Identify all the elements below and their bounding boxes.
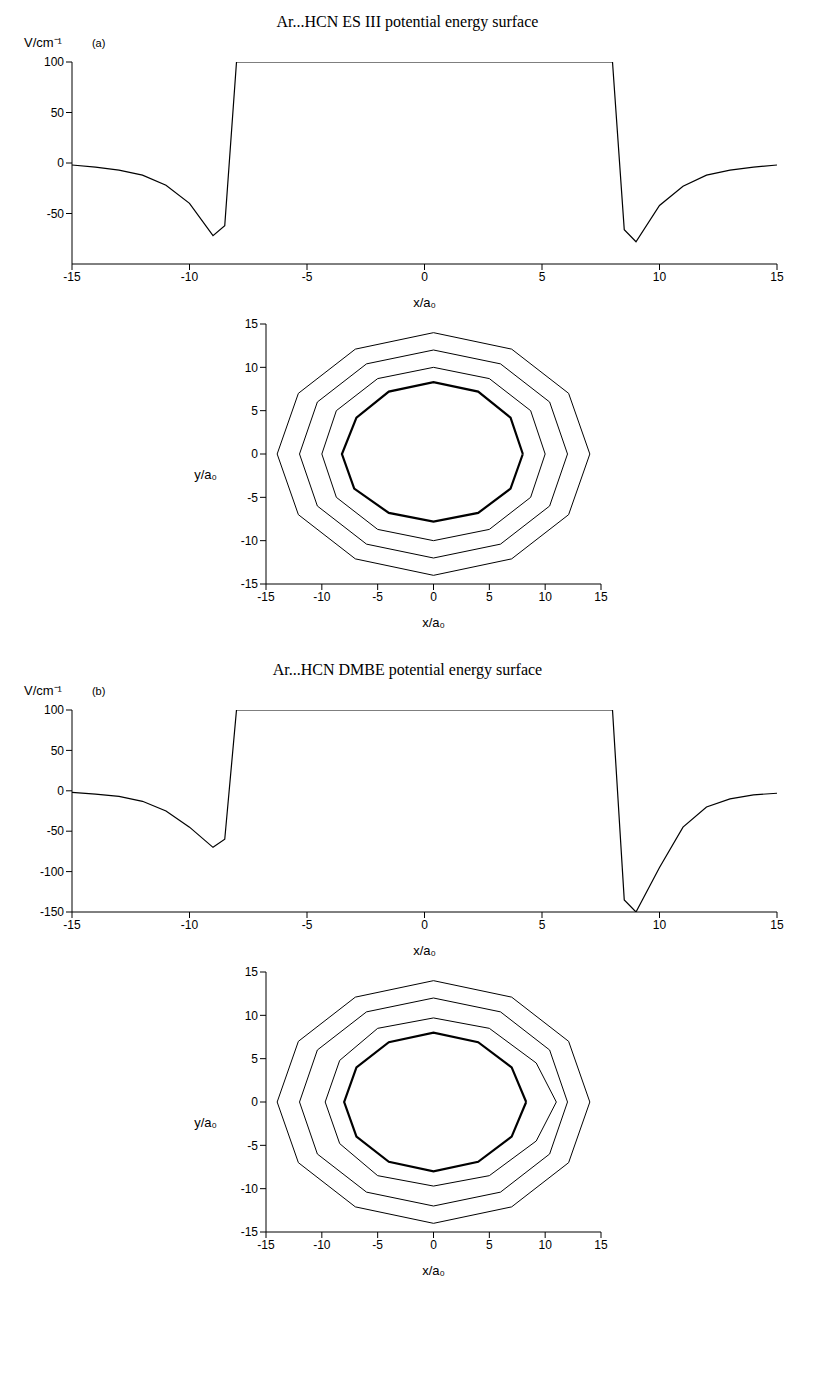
svg-text:50: 50 <box>51 744 65 758</box>
svg-text:15: 15 <box>594 590 608 604</box>
svg-text:-150: -150 <box>40 905 64 919</box>
svg-text:10: 10 <box>538 1238 552 1252</box>
svg-text:-100: -100 <box>40 865 64 879</box>
svg-text:100: 100 <box>44 703 64 717</box>
svg-text:0: 0 <box>430 590 437 604</box>
svg-text:5: 5 <box>539 918 546 932</box>
html-text:Ar...HCN ES III potential ener: Ar...HCN ES III potential energy surface <box>276 13 539 30</box>
svg-text:-50: -50 <box>47 207 65 221</box>
svg-text:15: 15 <box>245 317 259 331</box>
svg-text:-15: -15 <box>63 918 81 932</box>
svg-text:-10: -10 <box>181 270 199 284</box>
svg-text:15: 15 <box>770 270 784 284</box>
svg-text:50: 50 <box>51 106 65 120</box>
svg-text:-15: -15 <box>257 590 275 604</box>
svg-text:0: 0 <box>57 156 64 170</box>
html-text:Ar...HCN DMBE potential energy: Ar...HCN DMBE potential energy surface <box>272 661 543 678</box>
svg-text:10: 10 <box>245 361 259 375</box>
svg-text:10: 10 <box>245 1009 259 1023</box>
svg-text:-5: -5 <box>247 1139 258 1153</box>
svg-text:-10: -10 <box>241 1182 259 1196</box>
svg-text:-15: -15 <box>257 1238 275 1252</box>
svg-text:10: 10 <box>653 270 667 284</box>
svg-text:-5: -5 <box>302 918 313 932</box>
svg-text:0: 0 <box>251 447 258 461</box>
html-text:(a): (a) <box>92 37 106 49</box>
svg-text:10: 10 <box>653 918 667 932</box>
svg-text:-15: -15 <box>63 270 81 284</box>
svg-text:x/a₀: x/a₀ <box>413 295 436 310</box>
svg-text:5: 5 <box>486 590 493 604</box>
svg-text:-5: -5 <box>247 491 258 505</box>
svg-text:-5: -5 <box>302 270 313 284</box>
svg-text:-5: -5 <box>372 1238 383 1252</box>
svg-text:5: 5 <box>486 1238 493 1252</box>
svg-text:x/a₀: x/a₀ <box>413 943 436 958</box>
svg-text:-10: -10 <box>241 534 259 548</box>
html-text:y/a₀: y/a₀ <box>194 466 217 482</box>
svg-text:-50: -50 <box>47 824 65 838</box>
svg-text:5: 5 <box>251 1052 258 1066</box>
svg-text:15: 15 <box>245 965 259 979</box>
svg-text:-15: -15 <box>241 577 259 591</box>
svg-text:-10: -10 <box>313 590 331 604</box>
svg-text:5: 5 <box>539 270 546 284</box>
svg-text:-15: -15 <box>241 1225 259 1239</box>
html-text:V/cm⁻¹: V/cm⁻¹ <box>24 683 62 698</box>
svg-text:-5: -5 <box>372 590 383 604</box>
svg-text:0: 0 <box>421 270 428 284</box>
svg-text:-10: -10 <box>313 1238 331 1252</box>
svg-text:0: 0 <box>57 784 64 798</box>
svg-text:-10: -10 <box>181 918 199 932</box>
svg-text:15: 15 <box>594 1238 608 1252</box>
svg-text:10: 10 <box>538 590 552 604</box>
svg-text:15: 15 <box>770 918 784 932</box>
html-text:y/a₀: y/a₀ <box>194 1114 217 1130</box>
svg-text:0: 0 <box>421 918 428 932</box>
svg-text:0: 0 <box>430 1238 437 1252</box>
svg-text:0: 0 <box>251 1095 258 1109</box>
html-text:V/cm⁻¹: V/cm⁻¹ <box>24 35 62 50</box>
svg-text:100: 100 <box>44 55 64 69</box>
svg-text:5: 5 <box>251 404 258 418</box>
svg-text:x/a₀: x/a₀ <box>422 615 445 630</box>
svg-text:x/a₀: x/a₀ <box>422 1263 445 1278</box>
html-text:(b): (b) <box>92 685 106 697</box>
